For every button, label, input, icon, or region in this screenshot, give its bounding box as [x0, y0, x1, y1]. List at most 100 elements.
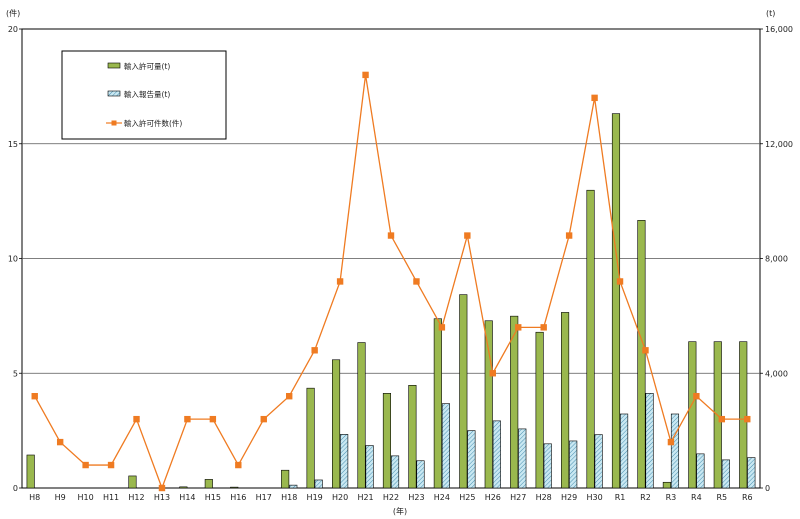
x-axis-tick-label: H21 — [357, 493, 373, 502]
bar-permit-volume — [332, 359, 341, 489]
bar-permit-volume — [357, 342, 366, 489]
legend-box — [61, 50, 227, 140]
gridlines — [22, 143, 760, 374]
bars-report-volume — [289, 393, 756, 489]
bar-permit-volume — [586, 189, 595, 489]
bar-permit-volume — [306, 387, 315, 489]
x-axis-tick-label: H20 — [332, 493, 348, 502]
bar-report-volume — [390, 455, 400, 489]
x-axis-tick-label: H9 — [55, 493, 66, 502]
bar-permit-volume — [128, 475, 137, 489]
bar-report-volume — [467, 430, 476, 489]
bar-permit-volume — [688, 341, 697, 489]
x-axis-tick-label: H30 — [586, 493, 602, 502]
left-axis-tick-label: 5 — [13, 369, 18, 378]
line-permit-count-marker — [591, 94, 598, 102]
bar-permit-volume — [484, 320, 493, 489]
bar-permit-volume — [281, 469, 290, 489]
bar-permit-volume — [561, 312, 570, 489]
right-axis-tick-label: 8,000 — [765, 255, 788, 264]
line-permit-count-marker — [311, 347, 318, 354]
right-axis-tick-label: 16,000 — [765, 25, 793, 34]
left-axis-ticks: 0 5 10 15 20 — [8, 25, 22, 493]
x-axis-tick-label: H16 — [230, 493, 246, 502]
bar-report-volume — [416, 460, 425, 489]
bar-report-volume — [645, 393, 654, 489]
left-axis-tick-label: 0 — [13, 484, 18, 493]
right-axis-unit: (t) — [766, 9, 775, 18]
line-permit-count — [31, 71, 751, 492]
x-axis-tick-label: R3 — [666, 493, 677, 502]
bar-permit-volume — [459, 294, 468, 489]
bar-permit-volume — [179, 486, 188, 489]
legend-swatch-report-volume — [107, 90, 121, 97]
line-permit-count-marker — [336, 278, 344, 285]
x-axis-tick-label: H29 — [561, 493, 577, 502]
x-axis-tick-label: H24 — [434, 493, 450, 502]
line-permit-count-marker — [82, 461, 89, 469]
x-axis-tick-label: H17 — [256, 493, 272, 502]
legend-label-permit-count: 輸入許可件数(件) — [124, 118, 182, 128]
legend-swatch-permit-volume — [107, 62, 121, 69]
bar-permit-volume — [433, 318, 442, 489]
bars-permit-volume — [26, 113, 748, 489]
x-axis-tick-label: H26 — [485, 493, 501, 502]
right-axis-ticks: 0 4,000 8,000 12,000 16,000 — [760, 25, 793, 493]
x-axis-tick-label: R6 — [742, 493, 753, 502]
line-permit-count-marker — [489, 370, 496, 377]
line-permit-count-marker — [260, 415, 267, 423]
bar-report-volume — [314, 479, 323, 489]
x-axis-tick-label: H13 — [154, 493, 170, 502]
legend-label-report-volume: 輸入報告量(t) — [124, 89, 170, 99]
bar-report-volume — [747, 457, 756, 489]
x-axis-tick-label: H10 — [78, 493, 94, 502]
right-axis-tick-label: 12,000 — [765, 140, 793, 149]
left-axis-unit: (件) — [6, 8, 20, 18]
line-permit-count-marker — [693, 393, 700, 400]
line-permit-count-marker — [235, 461, 242, 469]
legend-label-permit-volume: 輸入許可量(t) — [124, 61, 170, 71]
x-axis-tick-label: H14 — [179, 493, 195, 502]
line-permit-count-marker — [413, 278, 420, 285]
bar-permit-volume — [204, 479, 213, 489]
line-permit-count-marker — [107, 461, 115, 469]
x-axis-tick-label: H11 — [103, 493, 119, 502]
line-permit-count-marker — [133, 415, 140, 423]
x-axis-tick-label: H22 — [383, 493, 399, 502]
line-permit-count-marker — [667, 438, 675, 446]
bar-report-volume — [340, 434, 349, 489]
bar-report-volume — [365, 445, 374, 489]
line-permit-count-marker — [616, 278, 624, 285]
bar-report-volume — [594, 434, 603, 489]
x-axis-tick-label: H28 — [536, 493, 552, 502]
x-axis-tick-label: H25 — [459, 493, 475, 502]
line-permit-count-marker — [744, 415, 751, 423]
line-permit-count-marker — [184, 415, 191, 423]
bar-report-volume — [441, 403, 450, 489]
legend: 輸入許可量(t) 輸入報告量(t) 輸入許可件数(件) — [61, 50, 227, 140]
right-axis-tick-label: 4,000 — [765, 369, 788, 378]
bar-permit-volume — [510, 315, 519, 489]
line-permit-count-marker — [464, 232, 471, 239]
bar-permit-volume — [535, 331, 544, 489]
line-permit-count-marker — [540, 324, 547, 331]
left-axis-tick-label: 15 — [8, 140, 18, 149]
x-axis-tick-label: H12 — [128, 493, 144, 502]
bar-report-volume — [543, 443, 552, 489]
line-permit-count-marker — [362, 71, 369, 79]
left-axis-tick-label: 20 — [8, 25, 18, 34]
bar-permit-volume — [382, 393, 392, 489]
x-axis-tick-label: H27 — [510, 493, 526, 502]
line-permit-count-marker — [438, 324, 446, 331]
x-axis-label: (年) — [393, 506, 407, 516]
line-permit-count-marker — [286, 393, 293, 400]
x-axis-tick-label: R4 — [691, 493, 702, 502]
bar-report-volume — [492, 420, 501, 489]
bar-permit-volume — [739, 341, 748, 489]
line-permit-count-marker — [565, 232, 573, 239]
bar-permit-volume — [611, 113, 621, 489]
line-permit-count-marker — [31, 393, 38, 400]
line-permit-count-marker — [56, 438, 64, 446]
line-permit-count-marker — [158, 484, 166, 492]
